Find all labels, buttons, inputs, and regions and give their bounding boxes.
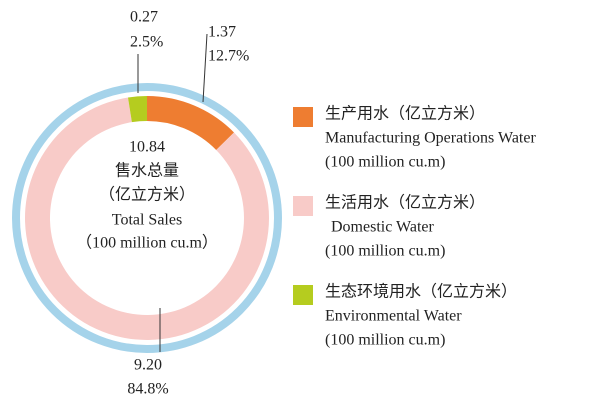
- center-line: 售水总量: [115, 162, 179, 180]
- legend-label: 生活用水（亿立方米）: [325, 194, 485, 212]
- percent-label: 84.8%: [127, 381, 168, 398]
- donut-slice: [147, 96, 235, 151]
- leader-line: [202, 33, 208, 103]
- center-line: （100 million cu.m）: [76, 234, 218, 252]
- donut-slice: [127, 96, 147, 123]
- percent-label: 12.7%: [208, 48, 249, 65]
- legend-unit: (100 million cu.m): [325, 243, 445, 260]
- outer-ring: [12, 83, 282, 353]
- legend-label: 生态环境用水（亿立方米）: [325, 282, 517, 301]
- legend-unit: (100 million cu.m): [325, 154, 445, 171]
- center-line: Total Sales: [112, 212, 182, 229]
- center-line: （亿立方米）: [99, 186, 195, 204]
- legend-unit: (100 million cu.m): [325, 332, 445, 349]
- value-label: 9.20: [134, 357, 162, 374]
- value-label: 0.27: [130, 9, 158, 26]
- legend-label-en: Manufacturing Operations Water: [325, 130, 536, 147]
- legend-swatch: [293, 196, 313, 216]
- percent-label: 2.5%: [130, 34, 163, 51]
- legend-swatch: [293, 285, 313, 305]
- legend-label: 生产用水（亿立方米）: [325, 105, 485, 123]
- legend-swatch: [293, 107, 313, 127]
- center-total: 10.84: [129, 139, 165, 156]
- legend-label-en: Environmental Water: [325, 308, 462, 325]
- legend-label-en: Domestic Water: [331, 219, 435, 236]
- value-label: 1.37: [208, 24, 236, 41]
